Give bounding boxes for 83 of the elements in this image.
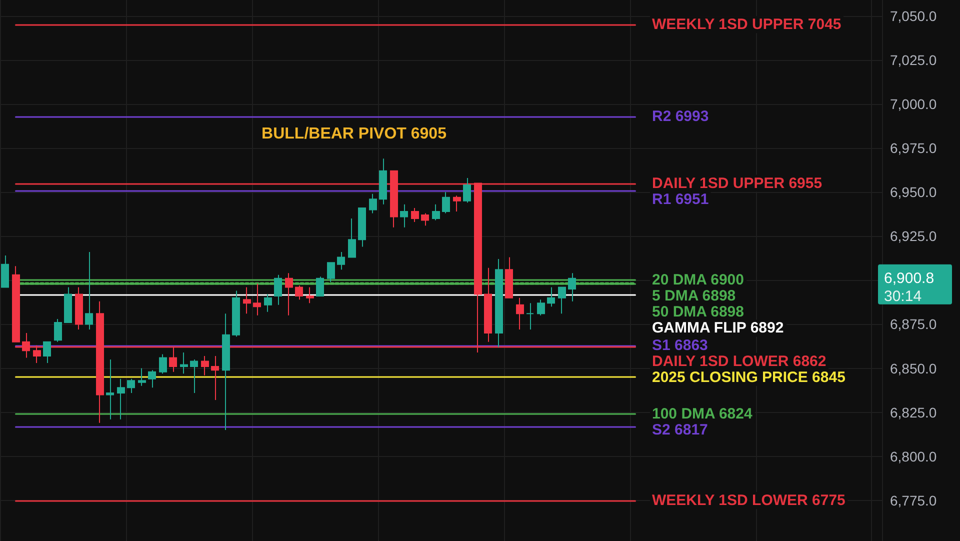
- candlestick: [211, 355, 219, 401]
- candlestick: [306, 286, 314, 304]
- candlestick: [568, 272, 576, 302]
- candlestick: [43, 341, 51, 364]
- candlestick: [421, 212, 429, 226]
- candlestick: [463, 177, 471, 204]
- candlestick: [232, 290, 240, 338]
- candlestick: [243, 286, 251, 314]
- y-tick-label: 6,875.0: [890, 316, 937, 332]
- candlestick: [537, 299, 545, 316]
- candlestick: [190, 358, 198, 394]
- candlestick: [96, 300, 104, 424]
- candlestick: [369, 193, 377, 214]
- ref-line-label: S2 6817: [652, 422, 708, 439]
- candlestick: [75, 286, 83, 330]
- ref-line-label: R2 6993: [652, 108, 709, 125]
- y-tick-label: 6,775.0: [890, 492, 937, 508]
- candlestick: [85, 251, 93, 330]
- candlestick: [337, 251, 345, 270]
- candlestick: [558, 286, 566, 314]
- ref-line-label: WEEKLY 1SD LOWER 6775: [652, 492, 846, 509]
- y-tick-label: 7,050.0: [890, 8, 937, 24]
- candlestick: [1, 255, 9, 288]
- annotation: BULL/BEAR PIVOT 6905: [262, 126, 447, 142]
- ref-line-label: WEEKLY 1SD UPPER 7045: [652, 16, 842, 34]
- ref-line-label: 100 DMA 6824: [652, 406, 753, 423]
- candlestick: [474, 182, 482, 353]
- candlestick: [54, 318, 62, 342]
- ref-line-label: R1 6951: [652, 190, 709, 208]
- y-tick-label: 6,800.0: [890, 448, 937, 464]
- text: 6,900.8: [884, 270, 934, 287]
- candlestick: [348, 218, 356, 258]
- candlestick: [379, 158, 387, 205]
- ref-line-label: 5 DMA 6898: [652, 288, 736, 305]
- candlestick: [453, 195, 461, 212]
- candlestick: [390, 170, 398, 228]
- candlestick: [327, 262, 335, 282]
- ref-line-label: DAILY 1SD UPPER 6955: [652, 174, 822, 192]
- candlestick: [411, 207, 419, 223]
- candlestick: [33, 344, 41, 364]
- candlestick: [274, 274, 282, 306]
- ref-line-label: 2025 CLOSING PRICE 6845: [652, 368, 846, 386]
- candlestick: [495, 258, 503, 348]
- candlestick: [180, 352, 188, 374]
- text: 30:14: [884, 288, 922, 305]
- candlestick: [201, 355, 209, 376]
- candlestick: [547, 286, 555, 308]
- candlestick: [138, 368, 146, 386]
- candlestick: [159, 354, 167, 374]
- y-tick-label: 7,025.0: [890, 52, 937, 68]
- ref-line-label: S1 6863: [652, 336, 708, 354]
- y-tick-label: 6,850.0: [890, 360, 937, 376]
- candlestick: [285, 272, 293, 316]
- candlestick: [516, 297, 524, 330]
- ref-line-label: DAILY 1SD LOWER 6862: [652, 352, 826, 370]
- candlestick: [505, 256, 513, 298]
- candlestick: [106, 358, 114, 420]
- candlestick: [400, 204, 408, 228]
- y-tick-label: 6,950.0: [890, 184, 937, 200]
- candlestick: [253, 283, 261, 316]
- candlestick: [12, 266, 20, 342]
- candlestick: [169, 346, 177, 372]
- y-tick-label: 7,000.0: [890, 96, 937, 112]
- candlestick: [127, 378, 135, 394]
- candlestick: [295, 284, 303, 300]
- candlestick: [442, 192, 450, 214]
- candlestick: [264, 294, 272, 312]
- candlestick: [148, 370, 156, 388]
- ref-line-label: GAMMA FLIP 6892: [652, 320, 784, 337]
- candlestick: [316, 276, 324, 297]
- candlestick: [358, 207, 366, 248]
- candlestick: [432, 204, 440, 221]
- candlestick: [64, 286, 72, 323]
- ref-line-label: 50 DMA 6898: [652, 304, 744, 321]
- y-tick-label: 6,975.0: [890, 140, 937, 156]
- candlestick: [484, 267, 492, 342]
- candlestick: [117, 378, 125, 420]
- candlestick: [222, 313, 230, 430]
- y-tick-label: 6,925.0: [890, 228, 937, 244]
- candlestick: [526, 302, 534, 330]
- y-tick-label: 6,825.0: [890, 404, 937, 420]
- candlestick: [22, 332, 30, 358]
- ref-line-label: 20 DMA 6900: [652, 272, 744, 289]
